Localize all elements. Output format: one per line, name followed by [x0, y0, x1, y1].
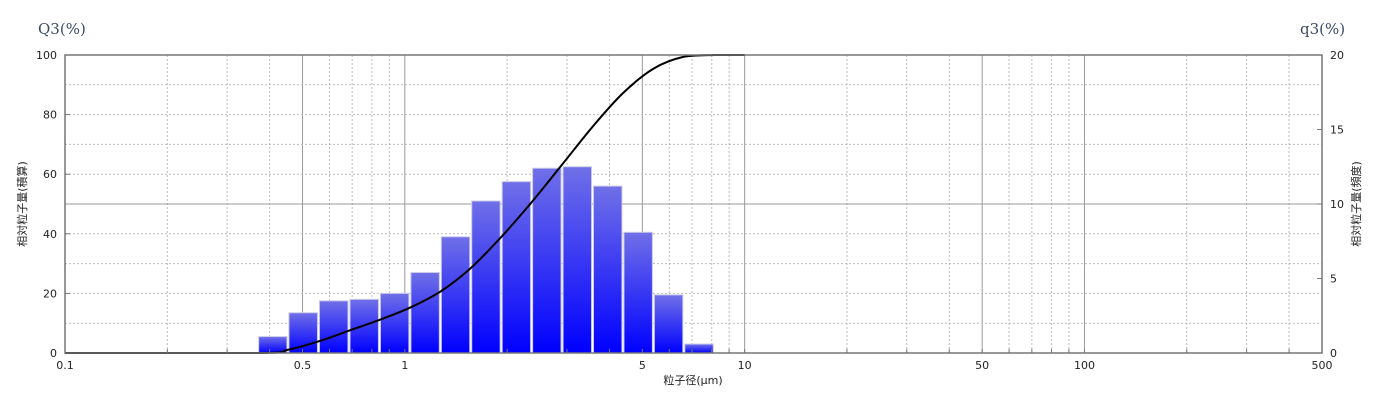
x-axis-label: 粒子径(μm)	[663, 373, 722, 387]
x-tick-label: 5	[639, 359, 646, 372]
left-ylabel: 相対粒子量(積算)	[15, 161, 29, 247]
histogram-bar	[379, 292, 410, 354]
y-left-tick-label: 20	[43, 287, 57, 300]
y-left-tick-label: 60	[43, 168, 57, 181]
y-left-tick-label: 80	[43, 109, 57, 122]
x-tick-label: 1	[401, 359, 408, 372]
left-axis-title: Q3(%)	[38, 20, 86, 38]
x-tick-label: 500	[1312, 359, 1333, 372]
right-axis-title: q3(%)	[1300, 20, 1345, 38]
y-right-tick-label: 5	[1330, 273, 1337, 286]
y-left-tick-label: 100	[36, 49, 57, 62]
cumulative-line	[65, 54, 745, 355]
histogram-bar	[258, 336, 288, 354]
bars	[258, 166, 714, 354]
histogram-bar	[532, 167, 562, 354]
histogram-bar	[318, 300, 349, 354]
histogram-bar	[653, 294, 684, 354]
grid	[65, 55, 1322, 353]
histogram-bar	[562, 166, 593, 354]
x-tick-label: 0.5	[294, 359, 312, 372]
y-right-tick-label: 15	[1330, 124, 1344, 137]
y-left-tick-label: 0	[50, 347, 57, 360]
y-right-tick-label: 0	[1330, 347, 1337, 360]
x-tick-label: 10	[738, 359, 752, 372]
histogram-bar	[593, 185, 623, 354]
x-tick-label: 100	[1074, 359, 1095, 372]
histogram-bar	[410, 272, 440, 354]
y-left-tick-label: 40	[43, 228, 57, 241]
x-tick-label: 50	[975, 359, 989, 372]
y-right-tick-label: 20	[1330, 49, 1344, 62]
histogram-bar	[471, 200, 501, 354]
y-right-tick-label: 10	[1330, 198, 1344, 211]
x-tick-label: 0.1	[56, 359, 74, 372]
histogram-bar	[440, 236, 471, 354]
right-ylabel: 相対粒子量(頻度)	[1349, 161, 1363, 247]
histogram-bar	[623, 231, 653, 354]
histogram-bar	[684, 343, 714, 354]
cumulative-curve	[65, 54, 745, 355]
